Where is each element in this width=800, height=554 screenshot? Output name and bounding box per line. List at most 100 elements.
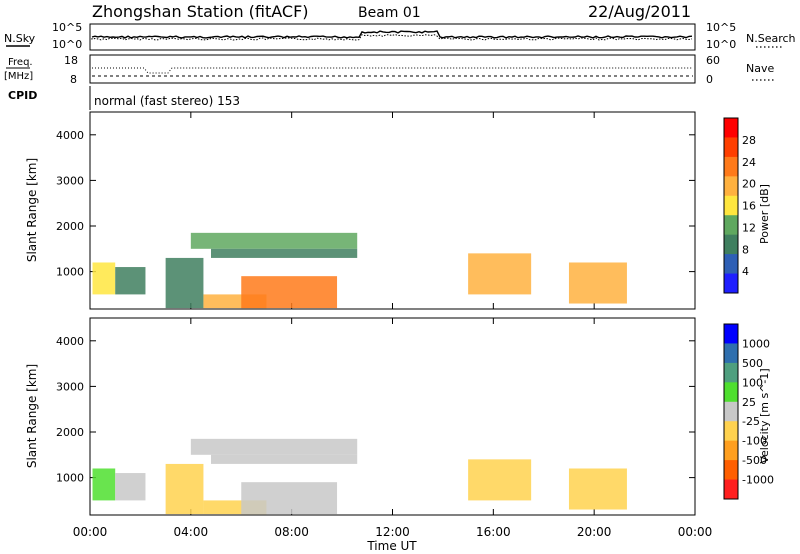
power-ylabel: Slant Range [km] xyxy=(25,158,39,262)
freq-frame xyxy=(89,54,696,84)
velocity-panel: 1000 2000 3000 4000 Slant Range [km] 1000 50… xyxy=(25,317,774,516)
x-axis-title: Time UT xyxy=(366,539,417,553)
power-colorbar-seg-4 xyxy=(724,195,738,216)
power-colorbar-seg-7 xyxy=(724,254,738,275)
nave-trace xyxy=(92,67,692,74)
velocity-colorbar-seg-5 xyxy=(724,421,738,442)
power-colorbar: 28 24 20 16 12 8 4 xyxy=(723,117,756,294)
x-tick-label-0: 00:00 xyxy=(73,525,108,539)
velocity-region-1 xyxy=(115,473,146,501)
power-colorbar-seg-1 xyxy=(724,137,738,158)
power-colorbar-seg-0 xyxy=(724,118,738,138)
nsky-trace xyxy=(91,30,693,39)
velocity-colorbar-seg-4 xyxy=(724,401,738,422)
nsearch-trace xyxy=(91,33,693,41)
beam-label: Beam 01 xyxy=(358,5,421,21)
x-tick-label-6: 00:00 xyxy=(678,525,713,539)
velocity-region-7 xyxy=(468,459,532,501)
power-region-4 xyxy=(211,248,358,258)
freq-left-tick-bottom: 8 xyxy=(70,73,77,86)
nsky-left-label: N.Sky xyxy=(4,32,36,45)
power-region-8 xyxy=(568,262,627,304)
power-colorbar-tick-6: 4 xyxy=(742,265,749,278)
power-ytick-label-3: 4000 xyxy=(56,129,84,142)
velocity-colorbar-seg-2 xyxy=(724,362,738,383)
velocity-colorbar-seg-3 xyxy=(724,382,738,403)
velocity-region-4 xyxy=(211,454,358,464)
nsky-left-tick-bottom: 10^0 xyxy=(52,38,82,51)
power-colorbar-seg-5 xyxy=(724,215,738,236)
freq-left-unit: [MHz] xyxy=(4,71,33,82)
x-axis: 00:00 04:00 08:00 12:00 16:00 20:00 00:00 xyxy=(73,525,713,539)
velocity-region-3 xyxy=(190,438,358,455)
velocity-colorbar-tick-2: 100 xyxy=(742,376,763,389)
power-colorbar-frame xyxy=(723,117,739,294)
velocity-colorbar-tick-0: 1000 xyxy=(742,337,770,350)
power-region-7 xyxy=(468,253,532,295)
velocity-colorbar-seg-7 xyxy=(724,460,738,481)
power-colorbar-seg-8 xyxy=(724,273,738,294)
velocity-region-8 xyxy=(568,468,627,510)
freq-right-tick-bottom: 0 xyxy=(706,73,713,86)
power-colorbar-tick-4: 12 xyxy=(742,221,756,234)
velocity-ylabel: Slant Range [km] xyxy=(25,364,39,468)
nsky-frame xyxy=(89,23,696,51)
velocity-ytick-label-1: 2000 xyxy=(56,426,84,439)
power-region-1 xyxy=(115,267,146,295)
cpid-text: normal (fast stereo) 153 xyxy=(94,94,240,108)
power-ytick-label-1: 2000 xyxy=(56,220,84,233)
x-tick-label-4: 16:00 xyxy=(476,525,511,539)
velocity-colorbar-label: Velocity [m s^-1] xyxy=(758,368,771,463)
velocity-regions xyxy=(92,438,627,515)
freq-right-tick-top: 60 xyxy=(706,54,720,67)
velocity-colorbar-tick-6: -500 xyxy=(742,454,767,467)
x-tick-label-5: 20:00 xyxy=(577,525,612,539)
velocity-ytick-label-2: 3000 xyxy=(56,380,84,393)
freq-panel: Freq. [MHz] 18 8 60 0 Nave xyxy=(4,54,776,86)
velocity-colorbar: 1000 500 100 25 -25 -100 -500 -1000 xyxy=(723,323,774,500)
nsky-right-tick-top: 10^5 xyxy=(706,21,736,34)
nsky-panel: N.Sky 10^5 10^0 10^5 10^0 N.Search xyxy=(4,21,796,51)
power-colorbar-seg-3 xyxy=(724,176,738,197)
x-tick-label-3: 12:00 xyxy=(375,525,410,539)
cpid-label: CPID xyxy=(8,89,37,102)
date-label: 22/Aug/2011 xyxy=(588,2,691,21)
power-region-2 xyxy=(165,257,204,309)
cpid-panel: CPID normal (fast stereo) 153 xyxy=(8,86,240,110)
power-ytick-label-2: 3000 xyxy=(56,174,84,187)
velocity-colorbar-seg-8 xyxy=(724,479,738,500)
velocity-region-2 xyxy=(165,463,204,515)
nsky-left-tick-top: 10^5 xyxy=(52,21,82,34)
power-region-3 xyxy=(190,232,358,249)
power-regions xyxy=(92,232,627,309)
velocity-ytick-label-3: 4000 xyxy=(56,335,84,348)
power-colorbar-seg-2 xyxy=(724,156,738,177)
velocity-colorbar-tick-4: -25 xyxy=(742,415,760,428)
nsky-right-tick-bottom: 10^0 xyxy=(706,38,736,51)
power-colorbar-tick-5: 8 xyxy=(742,243,749,256)
power-colorbar-tick-1: 24 xyxy=(742,156,756,169)
nsky-right-label: N.Search xyxy=(746,32,796,45)
velocity-colorbar-tick-3: 25 xyxy=(742,396,756,409)
velocity-ytick-label-0: 1000 xyxy=(56,472,84,485)
velocity-colorbar-tick-1: 500 xyxy=(742,357,763,370)
power-colorbar-label: Power [dB] xyxy=(758,184,771,244)
nave-label: Nave xyxy=(746,62,774,75)
velocity-colorbar-seg-1 xyxy=(724,343,738,364)
power-region-6 xyxy=(241,276,338,309)
station-title: Zhongshan Station (fitACF) xyxy=(92,2,309,21)
velocity-colorbar-seg-6 xyxy=(724,440,738,461)
velocity-colorbar-frame xyxy=(723,323,739,500)
velocity-region-0 xyxy=(92,468,116,501)
freq-left-label: Freq. xyxy=(8,57,33,68)
x-tick-label-1: 04:00 xyxy=(174,525,209,539)
x-tick-label-2: 08:00 xyxy=(274,525,309,539)
power-region-0 xyxy=(92,262,116,295)
power-colorbar-tick-3: 16 xyxy=(742,200,756,213)
velocity-colorbar-tick-7: -1000 xyxy=(742,474,774,487)
velocity-colorbar-tick-5: -100 xyxy=(742,435,767,448)
power-ytick-label-0: 1000 xyxy=(56,266,84,279)
velocity-region-6 xyxy=(241,482,338,515)
power-colorbar-seg-6 xyxy=(724,234,738,255)
